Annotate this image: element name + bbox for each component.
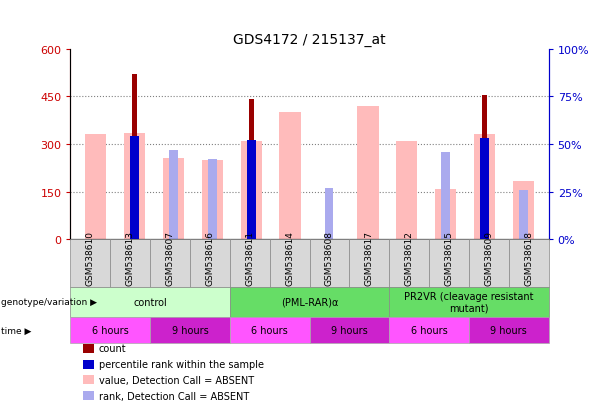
Bar: [474, 135, 495, 240]
Bar: [325, 188, 333, 240]
Text: GSM538612: GSM538612: [405, 230, 414, 285]
Text: percentile rank within the sample: percentile rank within the sample: [99, 359, 264, 369]
Bar: [441, 152, 450, 240]
Text: GSM538609: GSM538609: [484, 230, 493, 285]
Text: GSM538614: GSM538614: [285, 230, 294, 285]
Text: PR2VR (cleavage resistant
mutant): PR2VR (cleavage resistant mutant): [404, 291, 534, 313]
Text: 6 hours: 6 hours: [92, 325, 129, 335]
Bar: [435, 190, 456, 240]
Bar: [482, 95, 487, 240]
Bar: [512, 182, 534, 240]
Text: 6 hours: 6 hours: [251, 325, 288, 335]
Text: rank, Detection Call = ABSENT: rank, Detection Call = ABSENT: [99, 391, 249, 401]
Bar: [169, 150, 178, 240]
Text: value, Detection Call = ABSENT: value, Detection Call = ABSENT: [99, 375, 254, 385]
Text: time ▶: time ▶: [1, 326, 32, 335]
Text: GSM538607: GSM538607: [166, 230, 175, 285]
Bar: [480, 139, 489, 240]
Text: control: control: [133, 297, 167, 307]
Bar: [124, 133, 145, 240]
Text: (PML-RAR)α: (PML-RAR)α: [281, 297, 338, 307]
Text: genotype/variation ▶: genotype/variation ▶: [1, 297, 97, 306]
Text: GSM538616: GSM538616: [205, 230, 215, 285]
Bar: [519, 190, 528, 240]
Bar: [208, 160, 216, 240]
Bar: [85, 135, 107, 240]
Text: GSM538611: GSM538611: [245, 230, 254, 285]
Text: GSM538618: GSM538618: [524, 230, 533, 285]
Text: GSM538615: GSM538615: [444, 230, 454, 285]
Text: 9 hours: 9 hours: [172, 325, 208, 335]
Bar: [396, 141, 417, 240]
Bar: [280, 113, 301, 240]
Bar: [357, 107, 379, 240]
Bar: [247, 141, 256, 240]
Text: count: count: [99, 344, 126, 354]
Text: 9 hours: 9 hours: [331, 325, 368, 335]
Text: GSM538608: GSM538608: [325, 230, 334, 285]
Bar: [132, 75, 137, 240]
Bar: [131, 137, 139, 240]
Bar: [248, 100, 254, 240]
Text: GSM538613: GSM538613: [126, 230, 135, 285]
Text: GSM538610: GSM538610: [86, 230, 95, 285]
Text: 9 hours: 9 hours: [490, 325, 527, 335]
Bar: [202, 160, 223, 240]
Text: GSM538617: GSM538617: [365, 230, 374, 285]
Bar: [163, 159, 184, 240]
Title: GDS4172 / 215137_at: GDS4172 / 215137_at: [234, 33, 386, 47]
Bar: [240, 141, 262, 240]
Text: 6 hours: 6 hours: [411, 325, 447, 335]
